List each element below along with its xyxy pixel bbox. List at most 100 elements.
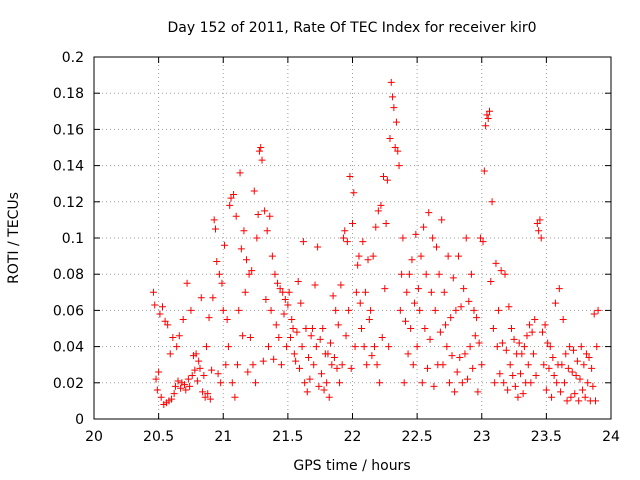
data-point xyxy=(524,361,532,369)
data-point xyxy=(377,201,385,209)
data-point xyxy=(383,176,391,184)
data-point xyxy=(192,350,200,358)
data-point xyxy=(449,274,457,282)
data-point xyxy=(226,201,234,209)
data-point xyxy=(211,225,219,233)
x-tick-label: 24 xyxy=(602,429,620,445)
data-point xyxy=(351,343,359,351)
chart-title: Day 152 of 2011, Rate Of TEC Index for r… xyxy=(167,20,536,36)
data-point xyxy=(502,346,510,354)
data-point xyxy=(290,350,298,358)
x-tick-label: 23.5 xyxy=(531,429,562,445)
data-point xyxy=(447,314,455,322)
data-point xyxy=(560,379,568,387)
data-point xyxy=(466,343,474,351)
data-point xyxy=(546,343,554,351)
y-tick-label: 0.08 xyxy=(53,267,84,283)
data-point xyxy=(214,370,222,378)
data-point xyxy=(205,314,213,322)
data-point xyxy=(284,301,292,309)
data-point xyxy=(301,379,309,387)
data-point xyxy=(575,397,583,405)
data-point xyxy=(445,379,453,387)
data-point xyxy=(196,364,204,372)
data-point xyxy=(425,209,433,217)
y-tick-label: 0.12 xyxy=(53,195,84,211)
data-point xyxy=(418,379,426,387)
data-point xyxy=(461,350,469,358)
data-point xyxy=(426,335,434,343)
data-point xyxy=(180,381,188,389)
data-point xyxy=(294,277,302,285)
data-point xyxy=(562,350,570,358)
data-point xyxy=(254,210,262,218)
data-point xyxy=(312,343,320,351)
data-point xyxy=(453,368,461,376)
data-point xyxy=(279,288,287,296)
data-point xyxy=(361,288,369,296)
y-tick-label: 0 xyxy=(75,412,84,428)
data-point xyxy=(409,361,417,369)
data-point xyxy=(195,357,203,365)
data-point xyxy=(368,352,376,360)
data-point xyxy=(501,270,509,278)
data-point xyxy=(159,303,167,311)
data-point xyxy=(157,393,165,401)
data-point xyxy=(514,393,522,401)
data-point xyxy=(584,379,592,387)
data-point xyxy=(285,288,293,296)
data-point xyxy=(517,370,525,378)
data-point xyxy=(559,315,567,323)
data-point xyxy=(323,379,331,387)
data-point xyxy=(526,321,534,329)
data-point xyxy=(493,343,501,351)
data-point xyxy=(396,306,404,314)
data-point xyxy=(184,375,192,383)
data-point xyxy=(594,306,602,314)
data-point xyxy=(262,296,270,304)
data-point xyxy=(293,328,301,336)
data-point xyxy=(399,234,407,242)
data-point xyxy=(475,339,483,347)
data-point xyxy=(462,234,470,242)
data-point xyxy=(390,104,398,112)
data-point xyxy=(387,78,395,86)
data-point xyxy=(237,245,245,253)
data-point xyxy=(338,361,346,369)
data-point xyxy=(187,306,195,314)
data-point xyxy=(169,334,177,342)
data-point xyxy=(573,357,581,365)
y-tick-label: 0.18 xyxy=(53,86,84,102)
data-point xyxy=(391,144,399,151)
x-tick-label: 22.5 xyxy=(402,429,433,445)
data-point xyxy=(296,364,304,372)
data-point xyxy=(311,281,319,289)
data-point xyxy=(218,279,226,287)
data-point xyxy=(161,317,169,325)
data-point xyxy=(487,277,495,285)
x-tick-label: 20 xyxy=(85,429,103,445)
data-point xyxy=(232,212,240,220)
data-point xyxy=(231,393,239,401)
data-point xyxy=(193,377,201,385)
data-point xyxy=(333,364,341,372)
data-point xyxy=(346,172,354,180)
data-point xyxy=(319,325,327,332)
y-tick-label: 0.1 xyxy=(62,231,84,247)
data-point xyxy=(365,315,373,323)
data-point xyxy=(413,343,421,351)
data-point xyxy=(153,386,161,394)
data-point xyxy=(261,207,269,215)
data-point xyxy=(316,335,324,343)
data-point xyxy=(454,252,462,260)
data-point xyxy=(317,370,325,378)
data-point xyxy=(179,315,187,323)
data-point xyxy=(572,372,580,380)
data-point xyxy=(245,270,253,278)
data-point xyxy=(433,243,441,251)
data-point xyxy=(523,332,531,340)
y-tick-label: 0.16 xyxy=(53,122,84,138)
data-point xyxy=(219,306,227,314)
data-point xyxy=(438,216,446,224)
data-point xyxy=(489,325,497,332)
